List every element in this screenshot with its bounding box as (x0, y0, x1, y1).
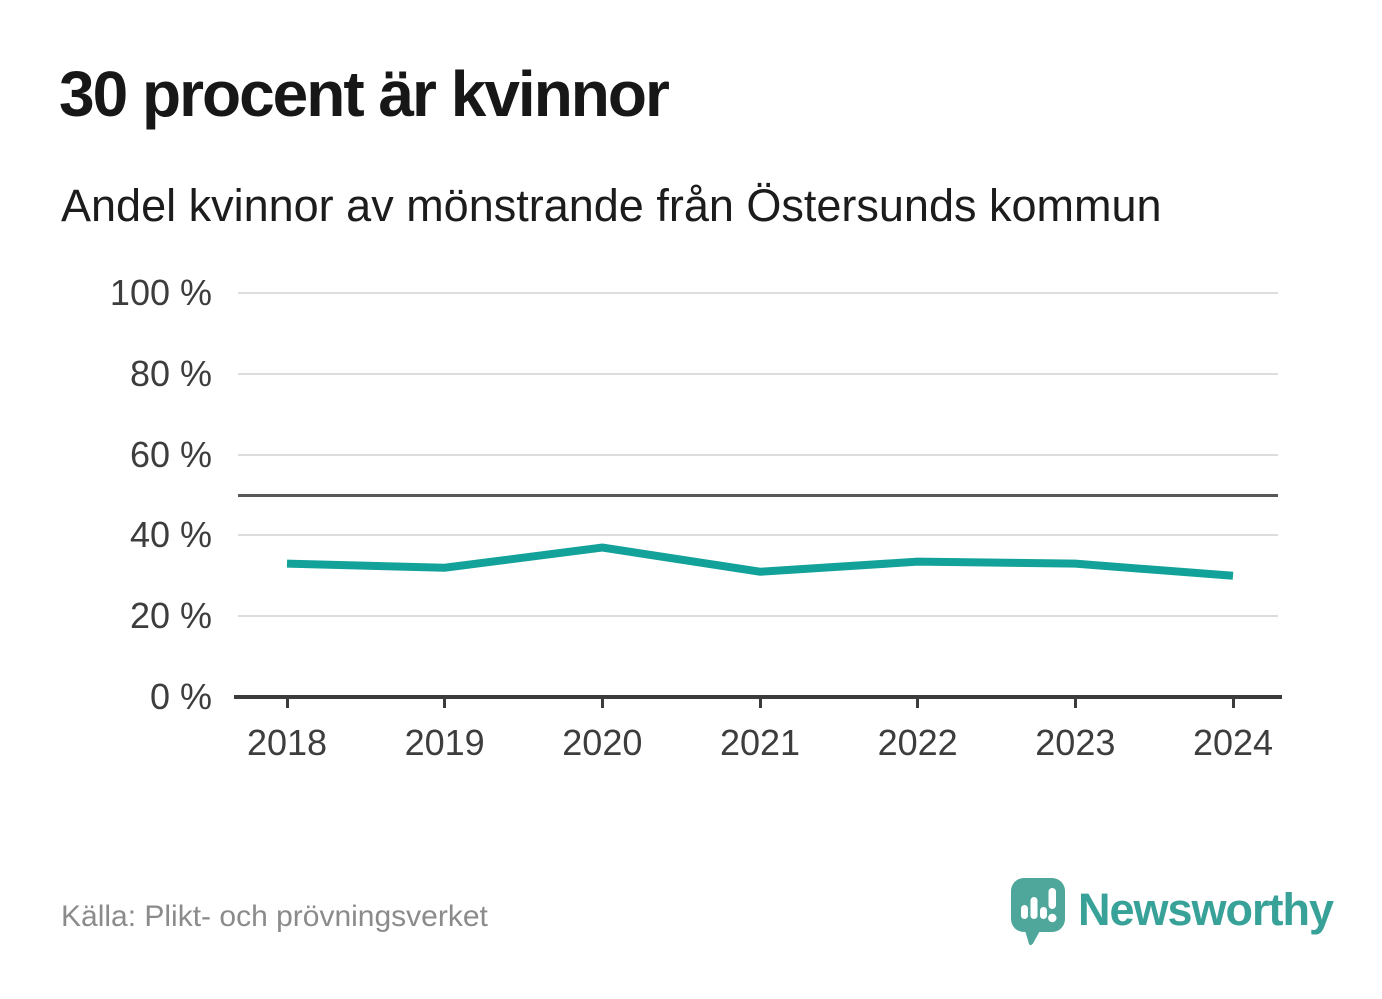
x-tick-label-2023: 2023 (1035, 722, 1116, 763)
y-tick-label-60: 60 % (129, 433, 212, 475)
x-axis-tick-2018 (285, 699, 289, 708)
brand-name: Newsworthy (1078, 884, 1334, 935)
source-text: Källa: Plikt- och prövningsverket (61, 900, 488, 933)
x-axis-tick-2024 (1231, 699, 1235, 708)
data-line-Andel kvinnor av mönstrande (286, 543, 1234, 580)
newsworthy-brand: Newsworthy (1010, 877, 1334, 947)
page-subtitle: Andel kvinnor av mönstrande från Östersu… (61, 180, 1162, 231)
y-tick-label-20: 20 % (129, 595, 212, 637)
x-axis-tick-2020 (600, 699, 604, 708)
y-tick-label-100: 100 % (109, 272, 212, 313)
x-axis-tick-2023 (1073, 699, 1077, 708)
x-axis-tick-2022 (916, 699, 920, 708)
y-tick-label-80: 80 % (129, 352, 212, 394)
gridline-40 (238, 534, 1278, 537)
x-axis-line (234, 695, 1282, 699)
gridline-80 (238, 372, 1278, 375)
x-tick-label-2018: 2018 (246, 722, 328, 763)
y-tick-label-40: 40 % (129, 514, 212, 556)
y-tick-label-0: 0 % (149, 676, 212, 717)
gridline-100 (238, 292, 1278, 294)
page-title: 30 procent är kvinnor (59, 58, 670, 130)
x-tick-label-2020: 2020 (562, 722, 643, 763)
x-axis-tick-2019 (443, 699, 447, 708)
x-tick-label-2022: 2022 (877, 722, 958, 763)
x-tick-label-2019: 2019 (404, 722, 485, 763)
gridline-60 (238, 453, 1278, 456)
gridline-20 (238, 615, 1278, 618)
reference-line-50 (238, 493, 1278, 497)
speech-bubble-bar-chart-icon (1011, 878, 1065, 946)
x-axis-tick-2021 (758, 699, 762, 708)
x-tick-label-2024: 2024 (1192, 722, 1274, 763)
x-tick-label-2021: 2021 (719, 722, 801, 763)
